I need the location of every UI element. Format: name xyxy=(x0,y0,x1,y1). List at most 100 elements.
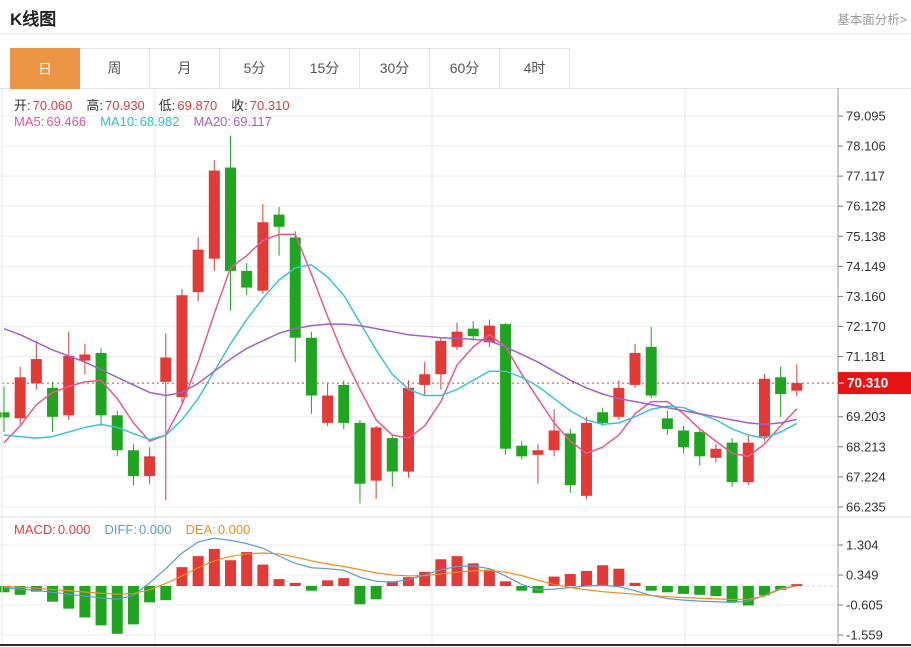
kline-period-tabbar: 日周月 5分 15分 30分 60分 4时 xyxy=(0,48,911,89)
macd-bar xyxy=(111,586,123,634)
macd-bar xyxy=(386,581,398,586)
macd-bar xyxy=(14,586,26,595)
candle xyxy=(192,249,204,293)
current-price-badge: 70.310 xyxy=(838,372,911,395)
macd-bar xyxy=(435,559,447,586)
diff-line xyxy=(3,537,797,603)
macd-bar xyxy=(160,586,172,601)
dea-line xyxy=(3,552,797,601)
macd-bar xyxy=(678,586,690,594)
y-axis-label: 67.224 xyxy=(846,469,886,484)
macd-bar xyxy=(791,584,803,586)
macd-bar xyxy=(47,586,59,602)
macd-bar xyxy=(79,586,91,618)
info-label: MA5: xyxy=(14,114,45,129)
tab-30分[interactable]: 30分 xyxy=(360,48,430,88)
info-pair: 高: 70.930 xyxy=(86,98,144,113)
macd-bar xyxy=(305,586,317,591)
candle xyxy=(111,415,123,451)
macd-bar xyxy=(580,570,592,586)
macd-bar xyxy=(30,586,42,592)
macd-bar xyxy=(629,582,641,586)
info-label: MA10: xyxy=(100,114,138,129)
ma20-line xyxy=(3,323,797,426)
info-label: MA20: xyxy=(193,114,232,129)
info-label: 高: xyxy=(86,98,104,113)
candle xyxy=(322,395,334,423)
ma-row: MA5: 69.466 MA10: 68.982 MA20: 69.117 xyxy=(14,114,286,129)
candle xyxy=(678,430,690,448)
candle xyxy=(661,418,673,429)
macd-bar xyxy=(694,586,706,595)
candle xyxy=(532,450,544,455)
info-pair: DIFF: 0.000 xyxy=(104,522,171,537)
info-value: 68.982 xyxy=(139,114,180,129)
current-price-text: 70.310 xyxy=(847,376,888,391)
ohlc-row: 开: 70.060 高: 70.930 低: 69.870 收: 70.310 xyxy=(14,95,304,114)
grid-layer xyxy=(2,115,843,636)
tab-日[interactable]: 日 xyxy=(10,48,80,89)
tab-60分[interactable]: 60分 xyxy=(430,48,500,88)
page-title: K线图 xyxy=(10,10,57,29)
tab-15分[interactable]: 15分 xyxy=(290,48,360,88)
candle xyxy=(273,214,285,227)
candle xyxy=(613,387,625,417)
tab-4时[interactable]: 4时 xyxy=(500,48,570,88)
info-pair: MACD: 0.000 xyxy=(14,522,90,537)
macd-bar xyxy=(273,579,285,586)
candle xyxy=(241,270,253,288)
candle xyxy=(208,170,220,259)
macd-axis-label: 1.304 xyxy=(846,537,879,552)
candle xyxy=(710,448,722,458)
candle xyxy=(0,412,10,418)
info-pair: 开: 70.060 xyxy=(14,98,72,113)
macd-bar xyxy=(613,568,625,586)
candle xyxy=(516,445,528,457)
candle xyxy=(500,324,512,449)
candle xyxy=(386,438,398,472)
macd-bar xyxy=(661,586,673,593)
y-axis-label: 66.235 xyxy=(846,499,886,514)
fundamental-analysis-link[interactable]: 基本面分析> xyxy=(837,13,907,27)
candle xyxy=(548,430,560,451)
candle xyxy=(79,354,91,361)
candle xyxy=(30,359,42,384)
info-label: DIFF: xyxy=(104,522,137,537)
macd-bar xyxy=(241,552,253,586)
macd-bars-layer xyxy=(0,548,803,634)
macd-bar xyxy=(257,564,269,586)
tab-周[interactable]: 周 xyxy=(80,48,150,88)
title-divider xyxy=(0,33,911,34)
macd-bar xyxy=(289,582,301,586)
macd-bar xyxy=(548,576,560,586)
candle xyxy=(726,442,738,483)
info-pair: MA10: 68.982 xyxy=(100,114,179,129)
macd-bar xyxy=(645,586,657,591)
tab-5分[interactable]: 5分 xyxy=(220,48,290,88)
candle xyxy=(47,387,59,417)
info-pair: 低: 69.870 xyxy=(159,98,217,113)
vertical-grid-layer xyxy=(154,88,686,645)
candle xyxy=(564,433,576,486)
tab-月[interactable]: 月 xyxy=(150,48,220,88)
info-value: 70.930 xyxy=(105,98,145,113)
y-axis-label: 77.117 xyxy=(846,169,885,184)
macd-bar xyxy=(403,577,414,586)
candle xyxy=(257,222,269,291)
candle xyxy=(305,337,317,396)
candle xyxy=(791,383,803,391)
y-axis-label: 69.203 xyxy=(846,409,886,424)
y-axis-label: 68.213 xyxy=(846,439,886,454)
candle xyxy=(645,346,657,396)
candle xyxy=(354,422,366,484)
candle xyxy=(144,456,156,477)
candle xyxy=(580,422,592,496)
macd-bar xyxy=(597,565,609,586)
y-axis-label: 75.138 xyxy=(846,229,886,244)
macd-info-row: MACD: 0.000 DIFF: 0.000 DEA: 0.000 xyxy=(14,522,264,537)
info-label: 低: xyxy=(158,98,176,113)
candle xyxy=(451,331,463,347)
candle xyxy=(338,384,350,423)
macd-bar xyxy=(419,571,431,586)
